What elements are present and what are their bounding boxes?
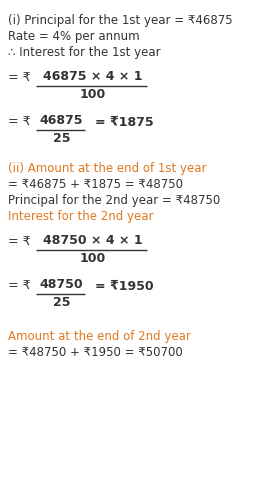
- Text: Amount at the end of 2nd year: Amount at the end of 2nd year: [8, 330, 191, 343]
- Text: = ₹48750 + ₹1950 = ₹50700: = ₹48750 + ₹1950 = ₹50700: [8, 346, 183, 359]
- Text: = ₹: = ₹: [8, 236, 31, 248]
- Text: = ₹: = ₹: [8, 72, 31, 85]
- Text: = ₹1950: = ₹1950: [95, 280, 154, 293]
- Text: 48750 × 4 × 1: 48750 × 4 × 1: [43, 234, 143, 247]
- Text: Rate = 4% per annum: Rate = 4% per annum: [8, 30, 140, 43]
- Text: (ii) Amount at the end of 1st year: (ii) Amount at the end of 1st year: [8, 162, 206, 175]
- Text: ∴ Interest for the 1st year: ∴ Interest for the 1st year: [8, 46, 161, 59]
- Text: 46875: 46875: [40, 114, 83, 127]
- Text: 25: 25: [53, 296, 70, 309]
- Text: (i) Principal for the 1st year = ₹46875: (i) Principal for the 1st year = ₹46875: [8, 14, 233, 27]
- Text: Principal for the 2nd year = ₹48750: Principal for the 2nd year = ₹48750: [8, 194, 220, 207]
- Text: 25: 25: [53, 132, 70, 145]
- Text: = ₹: = ₹: [8, 280, 31, 293]
- Text: 100: 100: [79, 252, 106, 265]
- Text: = ₹1875: = ₹1875: [95, 115, 154, 129]
- Text: Interest for the 2nd year: Interest for the 2nd year: [8, 210, 153, 223]
- Text: 46875 × 4 × 1: 46875 × 4 × 1: [43, 70, 143, 83]
- Text: = ₹46875 + ₹1875 = ₹48750: = ₹46875 + ₹1875 = ₹48750: [8, 178, 183, 191]
- Text: 48750: 48750: [40, 278, 83, 291]
- Text: 100: 100: [79, 88, 106, 101]
- Text: = ₹: = ₹: [8, 115, 31, 129]
